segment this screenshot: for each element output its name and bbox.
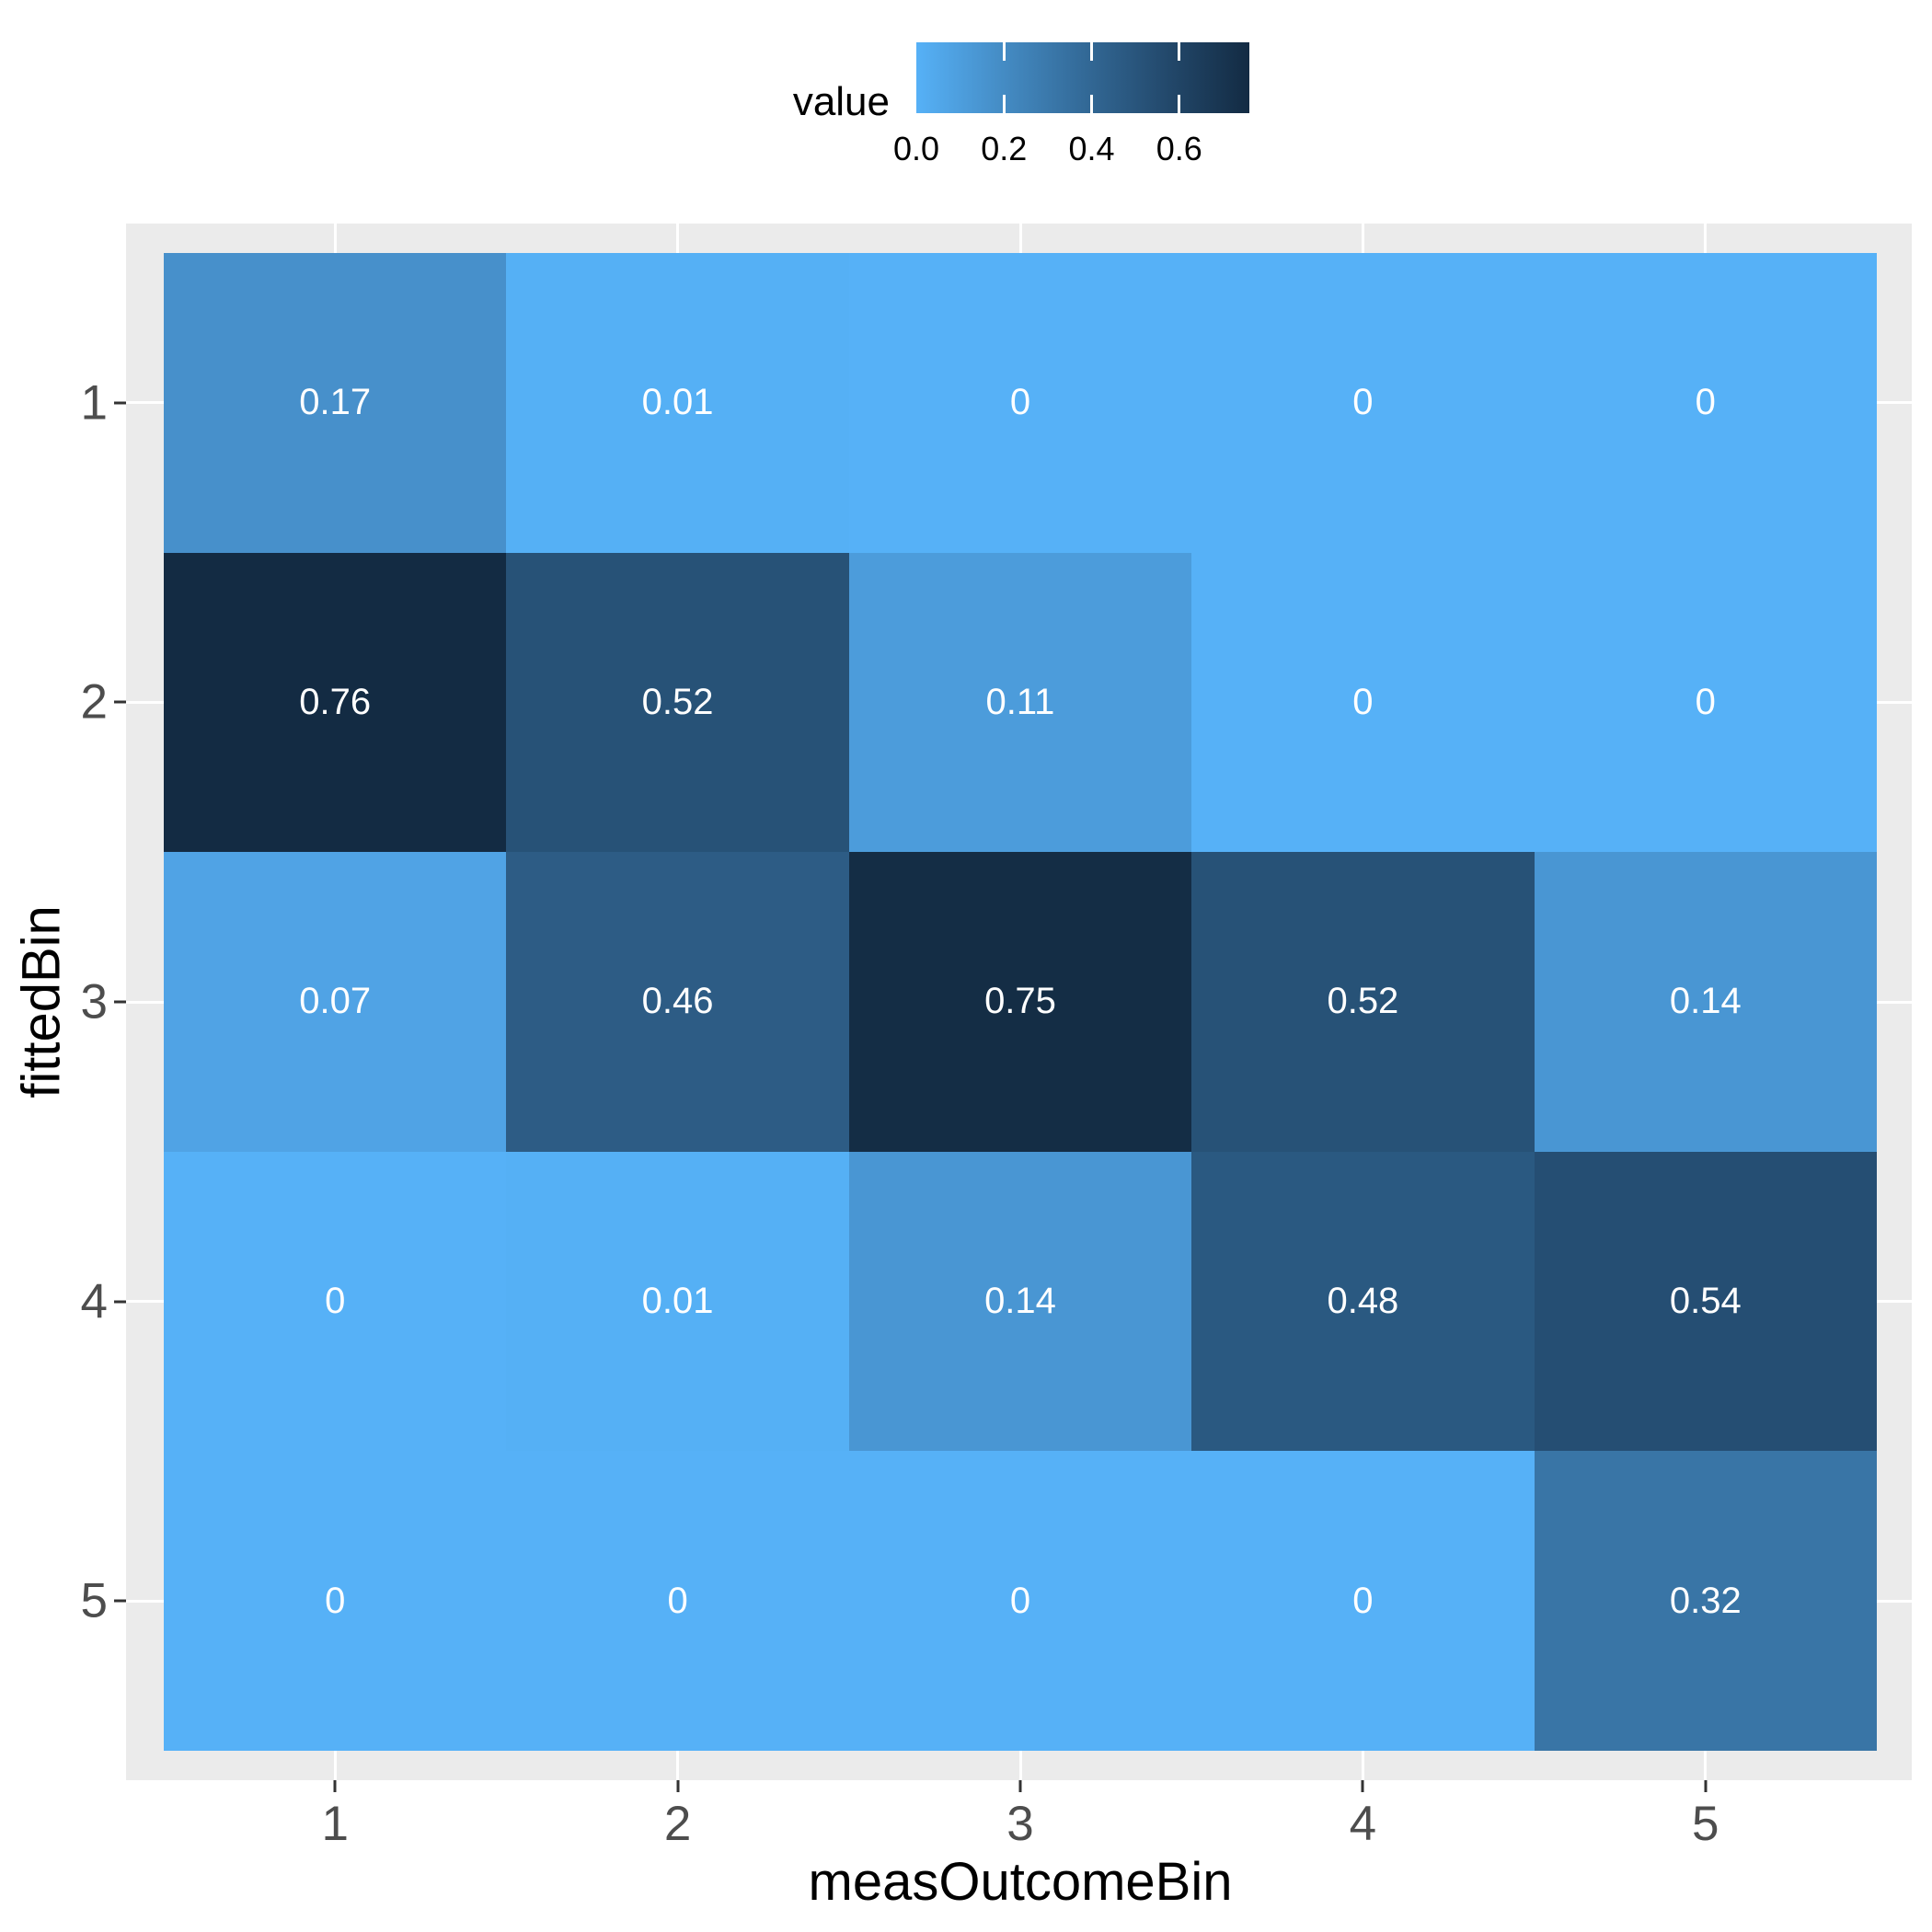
- heatmap-cell: 0: [164, 1451, 507, 1751]
- y-tick-mark: [114, 401, 126, 405]
- y-tick-label: 3: [80, 974, 108, 1029]
- heatmap-cell: 0.54: [1534, 1151, 1877, 1452]
- cell-value-label: 0.32: [1669, 1580, 1742, 1621]
- cell-value-label: 0.48: [1327, 1281, 1399, 1322]
- heatmap-cell: 0: [1534, 253, 1877, 553]
- cell-value-label: 0: [1352, 1580, 1374, 1621]
- heatmap-cell: 0.17: [164, 253, 507, 553]
- y-axis-title: fittedBin: [11, 905, 72, 1098]
- cell-value-label: 0: [325, 1281, 346, 1322]
- legend-tick-label: 0.4: [1068, 130, 1115, 167]
- y-tick-mark: [114, 1000, 126, 1004]
- y-tick-mark: [114, 700, 126, 704]
- heatmap-cell: 0.52: [1191, 852, 1535, 1152]
- legend-tick-label: 0.2: [981, 130, 1028, 167]
- x-tick-label: 2: [663, 1797, 692, 1851]
- x-tick-label: 5: [1692, 1797, 1719, 1851]
- heatmap-cell: 0: [848, 1451, 1192, 1751]
- x-tick-mark: [333, 1780, 337, 1792]
- cell-value-label: 0: [325, 1580, 346, 1621]
- cell-value-label: 0.54: [1669, 1281, 1742, 1322]
- legend-colorbar-tick: [1178, 95, 1181, 113]
- heatmap-cell: 0.76: [164, 552, 507, 853]
- heatmap-cell: 0.01: [506, 253, 849, 553]
- cell-value-label: 0.14: [1669, 981, 1742, 1022]
- x-tick-label: 1: [321, 1797, 349, 1851]
- heatmap-cell: 0.52: [506, 552, 849, 853]
- cell-value-label: 0.17: [299, 382, 372, 423]
- legend-colorbar: [916, 42, 1249, 113]
- heatmap-cell: 0.01: [506, 1151, 849, 1452]
- legend-colorbar-tick: [1002, 95, 1006, 113]
- cell-value-label: 0.11: [985, 681, 1055, 722]
- heatmap-cell: 0: [1191, 552, 1535, 853]
- heatmap-cell: 0: [848, 253, 1192, 553]
- cell-value-label: 0: [667, 1580, 688, 1621]
- y-tick-label: 1: [80, 375, 108, 431]
- heatmap-cell: 0.48: [1191, 1151, 1535, 1452]
- cell-value-label: 0: [1009, 1580, 1031, 1621]
- cell-value-label: 0.52: [641, 681, 714, 722]
- heatmap-cell: 0.46: [506, 852, 849, 1152]
- legend-colorbar-tick: [1090, 42, 1094, 61]
- heatmap-cell: 0: [1191, 1451, 1535, 1751]
- cell-value-label: 0.46: [641, 981, 714, 1022]
- heatmap-cell: 0: [1191, 253, 1535, 553]
- cell-value-label: 0.52: [1327, 981, 1399, 1022]
- cell-value-label: 0.76: [299, 681, 372, 722]
- heatmap-cell: 0.14: [1534, 852, 1877, 1152]
- y-tick-label: 4: [80, 1274, 108, 1329]
- cell-value-label: 0: [1352, 382, 1374, 423]
- heatmap-cell: 0.07: [164, 852, 507, 1152]
- y-tick-mark: [114, 1300, 126, 1304]
- heatmap-cell: 0.14: [848, 1151, 1192, 1452]
- heatmap-cell: 0.11: [848, 552, 1192, 853]
- cell-value-label: 0: [1695, 681, 1716, 722]
- legend-tick-label: 0.6: [1156, 130, 1202, 167]
- legend-title: value: [792, 79, 890, 124]
- heatmap-tiles: 0.17 0.01 0 0 0 0.76 0.52 0.11 0 0 0.07 0.46 0.75 0.5…: [164, 253, 1877, 1751]
- cell-value-label: 0.07: [299, 981, 372, 1022]
- x-tick-mark: [676, 1780, 680, 1792]
- legend-tick-label: 0.0: [892, 130, 940, 167]
- x-tick-mark: [1704, 1780, 1708, 1792]
- x-axis-title: measOutcomeBin: [808, 1852, 1233, 1912]
- cell-value-label: 0.75: [984, 981, 1056, 1022]
- legend-colorbar-tick: [1178, 42, 1181, 61]
- y-tick-label: 5: [80, 1573, 108, 1628]
- legend-colorbar-tick: [1090, 95, 1094, 113]
- cell-value-label: 0: [1352, 681, 1374, 722]
- x-tick-label: 3: [1006, 1797, 1034, 1851]
- cell-value-label: 0: [1009, 382, 1031, 423]
- x-tick-mark: [1361, 1780, 1364, 1792]
- heatmap-cell: 0.75: [848, 852, 1192, 1152]
- x-tick-mark: [1018, 1780, 1022, 1792]
- cell-value-label: 0.01: [641, 382, 714, 423]
- x-tick-label: 4: [1349, 1797, 1377, 1851]
- cell-value-label: 0: [1695, 382, 1716, 423]
- cell-value-label: 0.14: [984, 1281, 1056, 1322]
- y-tick-label: 2: [80, 674, 108, 730]
- heatmap-cell: 0: [506, 1451, 849, 1751]
- heatmap-cell: 0.32: [1534, 1451, 1877, 1751]
- y-tick-mark: [114, 1599, 126, 1603]
- legend-colorbar-tick: [1002, 42, 1006, 61]
- heatmap-cell: 0: [164, 1151, 507, 1452]
- cell-value-label: 0.01: [641, 1281, 714, 1322]
- plot-panel: 0.17 0.01 0 0 0 0.76 0.52 0.11 0 0 0.07 0.46 0.75 0.5…: [126, 224, 1912, 1780]
- heatmap-cell: 0: [1534, 552, 1877, 853]
